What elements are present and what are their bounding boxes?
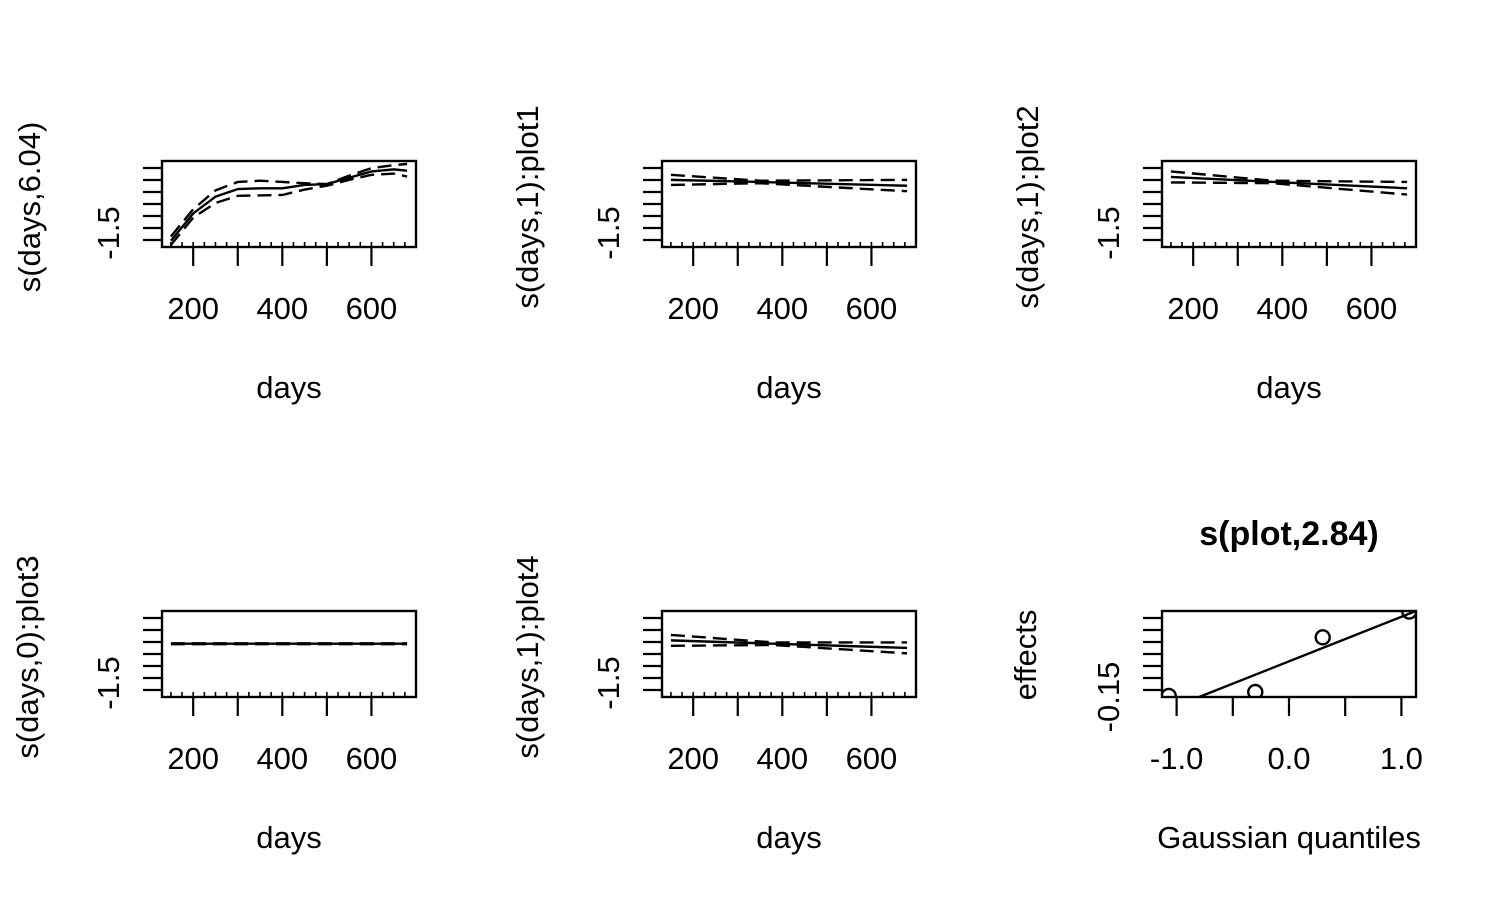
x-tick-label: 1.0 [1380,741,1423,776]
x-axis-label: days [256,370,321,405]
smooth-fit-line [670,178,908,187]
y-axis-label: effects [1008,610,1043,701]
x-tick-label: 200 [667,741,719,776]
x-axis-label: days [756,820,821,855]
y-tick-label: -1.5 [591,206,626,259]
y-axis-label: s(days,1):plot2 [1010,105,1045,308]
y-axis-label: s(days,0):plot3 [10,555,45,758]
confidence-band-line [670,633,908,644]
data-point [1162,687,1177,697]
y-tick-label: -1.5 [1091,206,1126,259]
confidence-band-line [1170,170,1408,184]
x-axis-label: days [1256,370,1321,405]
y-axis-label: s(days,1):plot1 [510,105,545,308]
confidence-band-line [169,172,408,246]
panel-s-days-6-04: s(days,6.04) days 200 400 600 -1.5 [12,122,418,405]
x-tick-label: 200 [167,291,219,326]
x-tick-label: 200 [1167,291,1219,326]
confidence-band-line [1170,181,1408,196]
confidence-band-line [670,643,908,655]
x-tick-label: 600 [846,741,898,776]
y-axis-label: s(days,6.04) [12,122,47,293]
x-tick-label: 400 [256,741,308,776]
x-tick-label: 400 [756,741,808,776]
x-tick-label: 200 [167,741,219,776]
x-tick-label: 600 [346,741,398,776]
plot-frame [160,609,418,699]
x-tick-label: 600 [846,291,898,326]
data-point [1314,629,1331,646]
panel-s-days-1-plot1: s(days,1):plot1 days 200 400 600 -1.5 [510,105,918,405]
confidence-band-line [670,182,908,193]
panel-s-days-1-plot2: s(days,1):plot2 days 200 400 600 -1.5 [1010,105,1418,405]
x-tick-label: 400 [756,291,808,326]
data-point [1247,683,1264,697]
x-tick-label: 400 [1256,291,1308,326]
x-axis-label: days [256,820,321,855]
confidence-band-line [670,173,908,182]
x-tick-label: 600 [346,291,398,326]
chart-title: s(plot,2.84) [1199,515,1378,553]
y-tick-label: -1.5 [91,206,126,259]
reference-line [1198,611,1416,697]
smooth-fit-line [670,639,908,650]
x-tick-label: 0.0 [1267,741,1310,776]
smooth-fit-line [1170,175,1408,190]
plot-frame [1160,609,1418,699]
plot-frame [660,609,918,699]
x-tick-label: 600 [1346,291,1398,326]
x-axis-label: days [756,370,821,405]
x-tick-label: 400 [256,291,308,326]
y-tick-label: -1.5 [91,656,126,709]
x-tick-label: 200 [667,291,719,326]
y-tick-label: -1.5 [591,656,626,709]
panel-s-days-0-plot3: s(days,0):plot3 days 200 400 600 -1.5 [10,555,418,855]
data-point [1401,611,1416,620]
y-tick-label: -0.15 [1091,662,1126,733]
x-tick-label: -1.0 [1150,741,1203,776]
x-axis-label: Gaussian quantiles [1157,820,1421,855]
y-axis-label: s(days,1):plot4 [510,555,545,758]
plot-frame [660,159,918,249]
panel-s-days-1-plot4: s(days,1):plot4 days 200 400 600 -1.5 [510,555,918,855]
smooth-fit-line [169,168,408,242]
panel-s-plot-2-84: s(plot,2.84) effects Gaussian quantiles … [1008,515,1423,855]
